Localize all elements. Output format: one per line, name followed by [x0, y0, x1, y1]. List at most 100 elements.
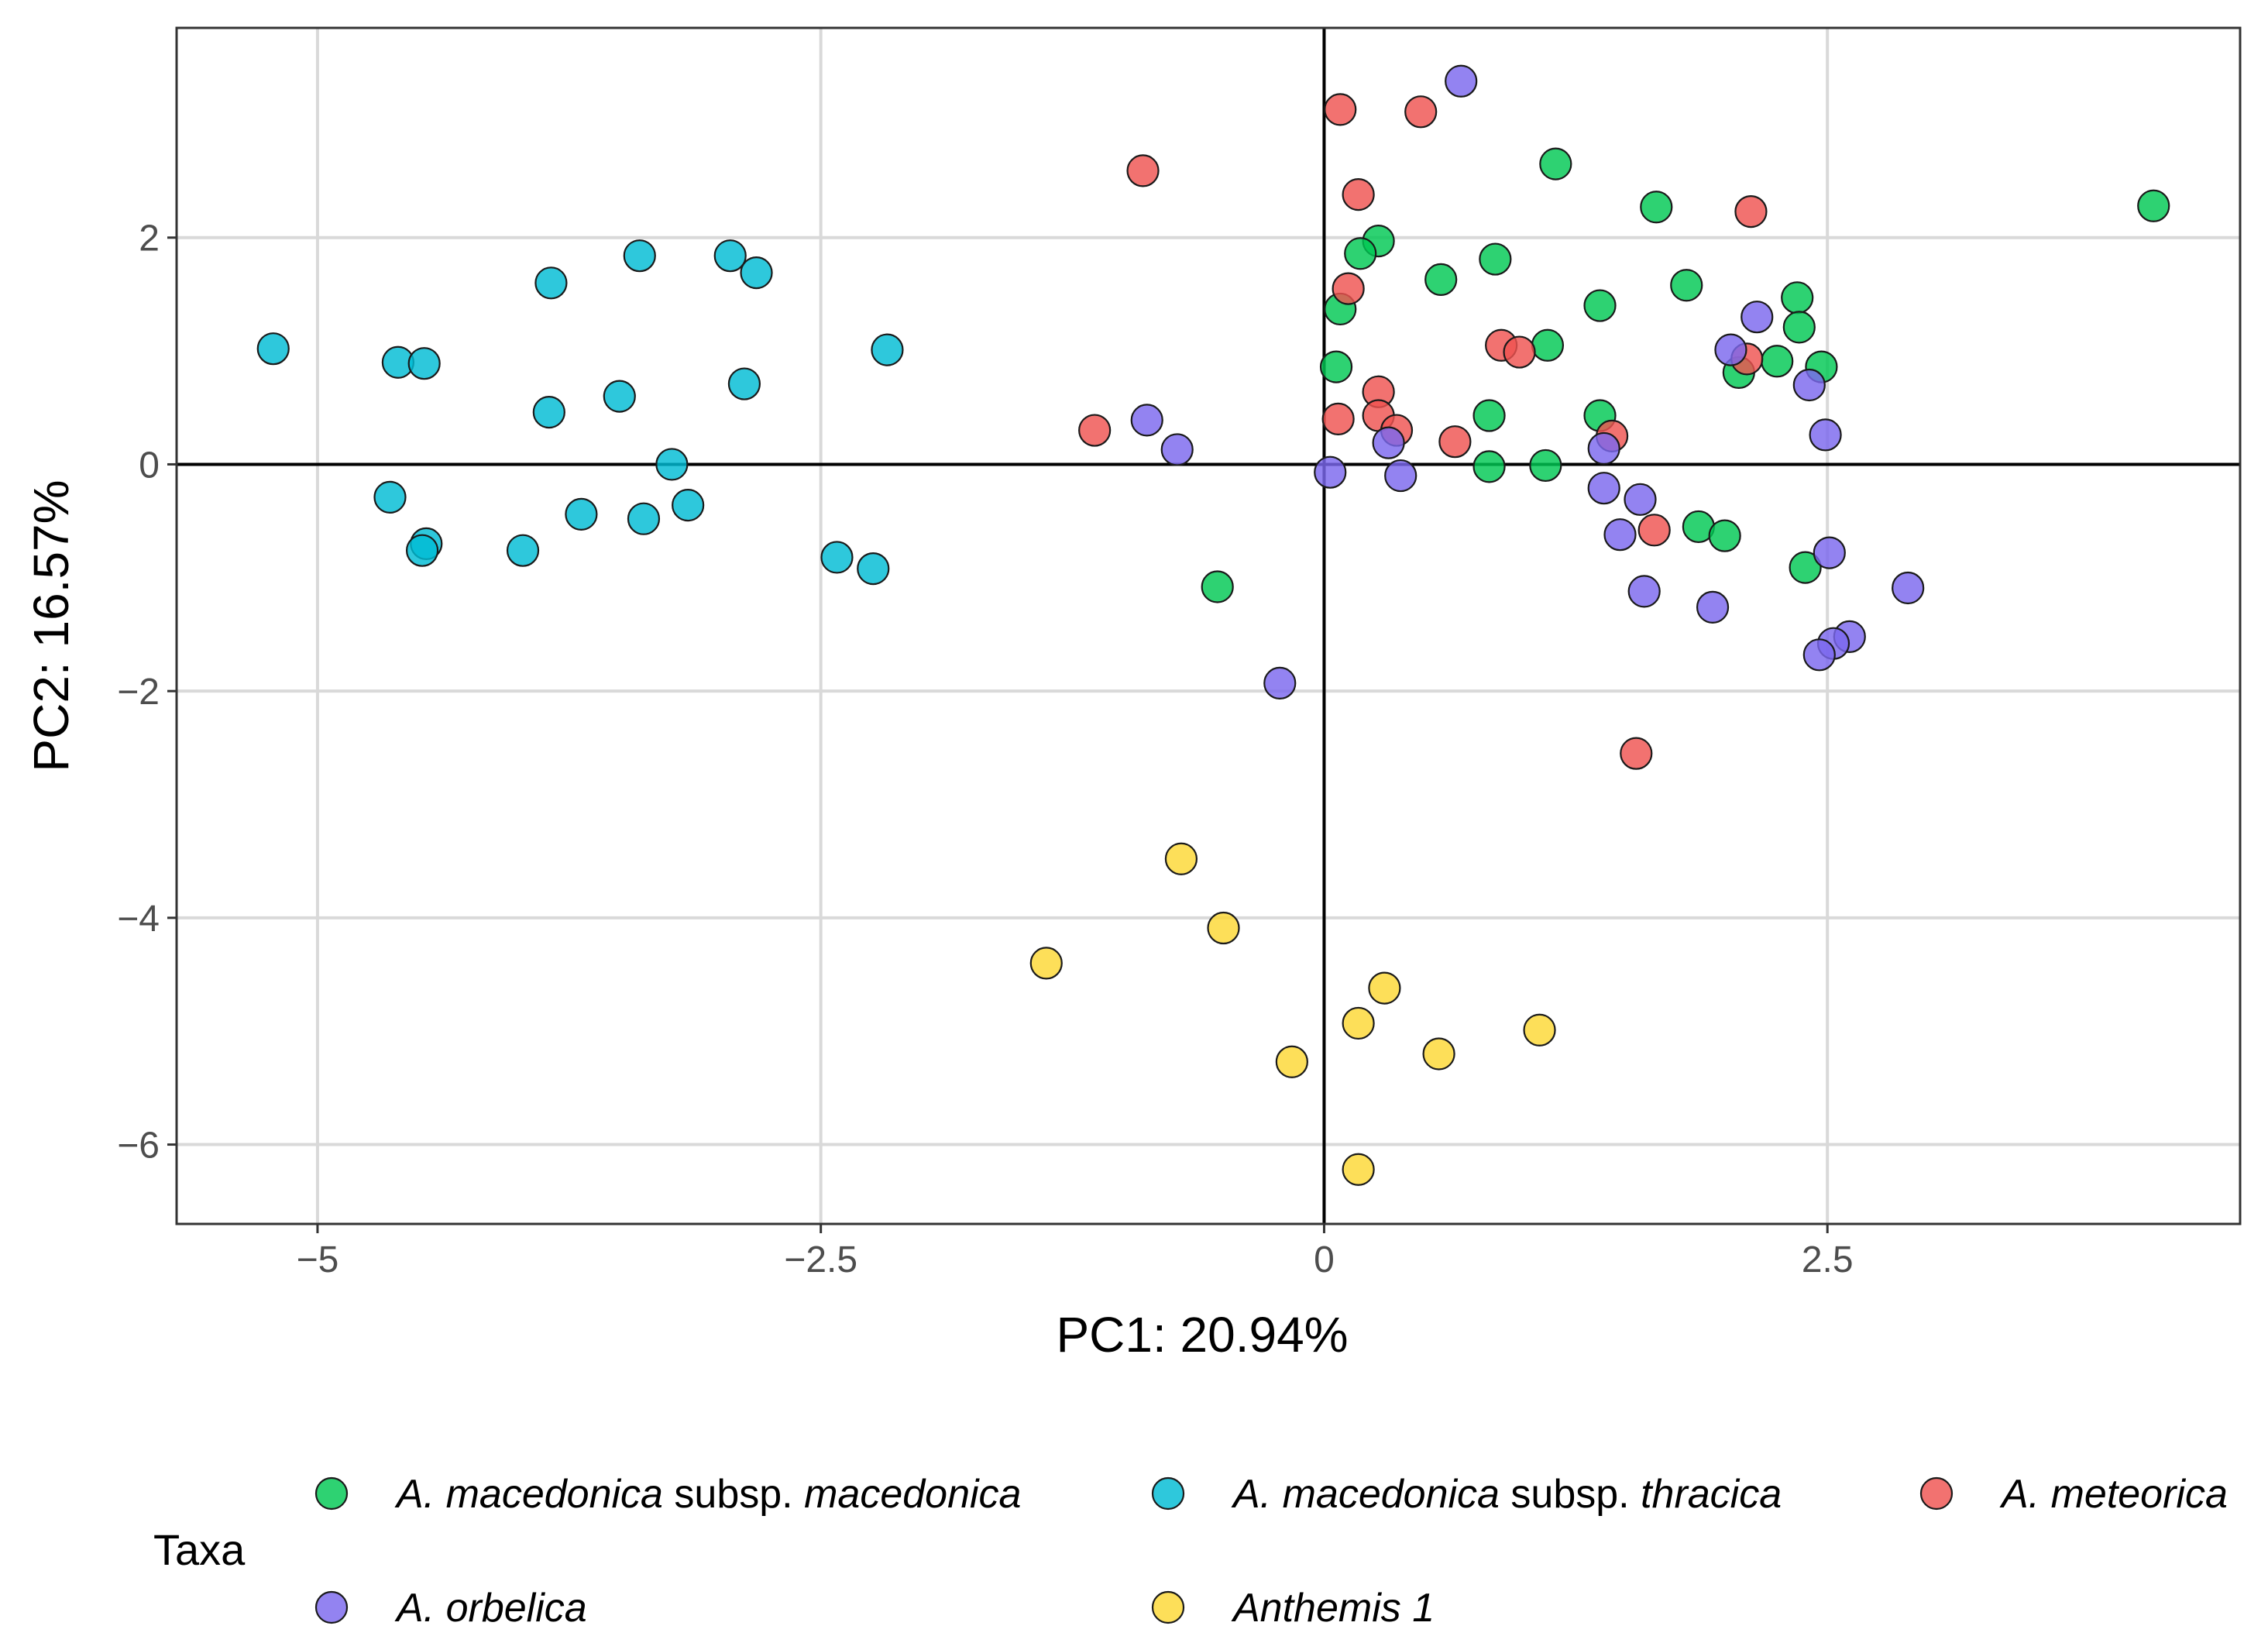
legend: Taxa A. macedonica subsp. macedonica A. m…: [153, 1472, 2228, 1631]
data-point-series-2: [1734, 194, 1768, 229]
data-point-series-2: [1404, 95, 1438, 129]
y-axis-title: PC2: 16.57%: [23, 479, 79, 772]
data-point-series-3: [1263, 666, 1297, 700]
data-point-series-2: [1620, 737, 1653, 770]
x-axis-title: PC1: 20.94%: [1056, 1307, 1348, 1363]
data-point-series-4: [1342, 1006, 1375, 1040]
legend-item: Anthemis 1: [1151, 1586, 1435, 1631]
data-point-series-0: [1539, 147, 1572, 180]
legend-key-marker: [1919, 1476, 1954, 1511]
data-point-series-0: [1761, 345, 1794, 378]
data-point-series-0: [1201, 570, 1234, 603]
x-tick-label: 2.5: [1802, 1239, 1854, 1280]
legend-item: A. orbelica: [314, 1586, 587, 1631]
plot-background: [177, 28, 2240, 1224]
y-tick-label: 0: [139, 445, 160, 486]
data-point-series-0: [1708, 519, 1741, 552]
data-point-series-0: [1472, 450, 1506, 483]
data-point-series-3: [1627, 575, 1661, 608]
data-point-series-3: [1587, 431, 1620, 466]
data-point-series-1: [256, 332, 290, 366]
data-point-series-4: [1422, 1037, 1455, 1071]
data-point-series-1: [857, 552, 890, 586]
data-point-series-2: [1438, 425, 1472, 459]
data-point-series-4: [1368, 971, 1401, 1005]
data-point-series-3: [1384, 459, 1418, 493]
data-point-series-3: [1603, 518, 1637, 552]
legend-label: A. orbelica: [394, 1586, 587, 1631]
data-point-series-3: [1445, 64, 1478, 98]
data-point-series-0: [1472, 399, 1506, 432]
data-points: [256, 64, 2170, 1186]
data-point-series-2: [1342, 178, 1375, 211]
data-point-series-1: [672, 489, 705, 522]
data-point-series-2: [1321, 402, 1355, 436]
y-tick-label: 2: [139, 218, 160, 260]
data-point-series-1: [727, 367, 761, 400]
data-point-series-3: [1813, 536, 1846, 569]
data-point-series-4: [1275, 1045, 1308, 1078]
x-tick-label: −5: [297, 1239, 339, 1280]
data-point-series-2: [1332, 272, 1365, 305]
data-point-series-3: [1130, 404, 1163, 437]
legend-key-marker: [1151, 1590, 1185, 1624]
axis-ticks: −5 −2.5 0 2.5 2 0 −2 −4 −6: [117, 218, 1853, 1280]
data-point-series-1: [627, 502, 661, 535]
legend-key-marker: [314, 1590, 349, 1624]
data-point-series-1: [405, 534, 439, 567]
data-point-series-2: [1126, 154, 1160, 187]
data-point-series-4: [1523, 1013, 1556, 1047]
data-point-series-3: [1741, 301, 1774, 334]
legend-items: A. macedonica subsp. macedonica A. macedo…: [314, 1472, 2228, 1631]
data-point-series-0: [1640, 191, 1673, 224]
data-point-series-0: [1531, 328, 1565, 362]
legend-label: A. macedonica subsp. thracica: [1231, 1472, 1782, 1517]
data-point-series-0: [1789, 551, 1822, 584]
data-point-series-1: [740, 256, 773, 290]
data-point-series-3: [1892, 571, 1925, 605]
data-point-series-0: [1781, 281, 1814, 315]
data-point-series-1: [871, 333, 904, 366]
x-tick-label: 0: [1314, 1239, 1335, 1280]
legend-label: A. macedonica subsp. macedonica: [394, 1472, 1021, 1517]
data-point-series-3: [1714, 333, 1747, 366]
data-point-series-3: [1696, 590, 1730, 624]
data-point-series-3: [1802, 638, 1836, 672]
data-point-series-0: [1344, 237, 1377, 270]
data-point-series-1: [506, 534, 540, 567]
data-point-series-0: [1479, 242, 1512, 276]
data-point-series-1: [623, 239, 656, 273]
y-tick-label: −4: [117, 899, 160, 940]
data-point-series-0: [1670, 269, 1703, 302]
data-point-series-4: [1342, 1153, 1375, 1186]
legend-key-marker: [314, 1476, 349, 1511]
legend-item: A. macedonica subsp. thracica: [1151, 1472, 1782, 1517]
data-point-series-3: [1792, 368, 1826, 402]
y-tick-label: −6: [117, 1126, 160, 1167]
data-point-series-0: [1529, 449, 1562, 483]
legend-item: A. macedonica subsp. macedonica: [314, 1472, 1021, 1517]
data-point-series-1: [407, 347, 441, 380]
data-point-series-3: [1314, 455, 1347, 489]
data-point-series-1: [534, 266, 568, 300]
data-point-series-0: [1319, 350, 1353, 383]
legend-label: A. meteorica: [1999, 1472, 2228, 1517]
data-point-series-1: [565, 497, 598, 531]
data-point-series-1: [820, 541, 854, 574]
data-point-series-4: [1207, 911, 1240, 945]
data-point-series-2: [1078, 414, 1112, 447]
data-point-series-3: [1809, 418, 1842, 452]
data-point-series-0: [1424, 263, 1458, 296]
data-point-series-1: [713, 239, 747, 273]
data-point-series-1: [373, 480, 407, 514]
data-point-series-4: [1164, 842, 1198, 875]
plot-panel-border: [175, 26, 2242, 1225]
data-point-series-4: [1029, 947, 1063, 980]
reference-lines: [177, 28, 2240, 1224]
data-point-series-1: [532, 396, 565, 429]
data-point-series-0: [1782, 311, 1816, 344]
data-point-series-1: [603, 380, 636, 413]
data-point-series-2: [1324, 93, 1357, 126]
data-point-series-2: [1503, 335, 1536, 369]
